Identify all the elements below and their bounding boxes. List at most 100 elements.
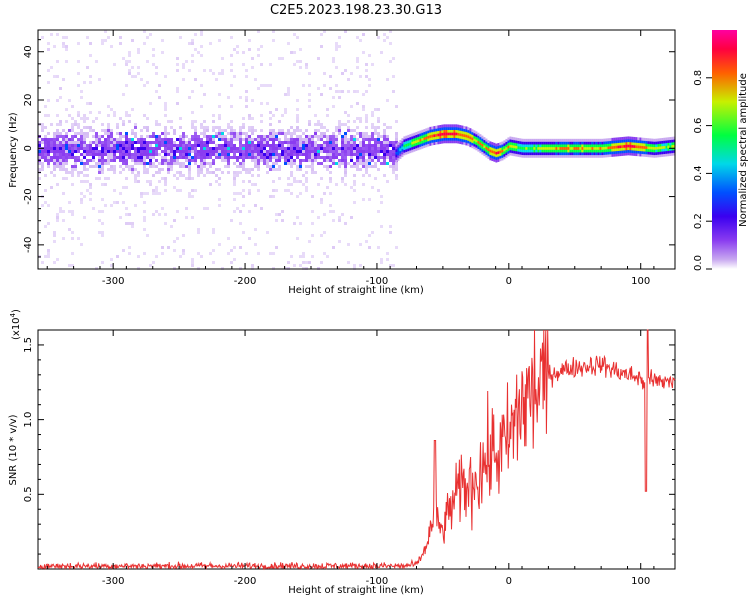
heatmap-cell (83, 81, 86, 84)
heatmap-cell (257, 159, 260, 162)
heatmap-cell (149, 150, 152, 153)
heatmap-cell (122, 120, 125, 123)
heatmap-cell (161, 150, 164, 153)
heatmap-cell (386, 141, 389, 144)
heatmap-cell (314, 159, 317, 162)
heatmap-cell (659, 148, 662, 152)
heatmap-cell (287, 90, 290, 93)
heatmap-cell (110, 147, 113, 150)
heatmap-cell (89, 147, 92, 150)
heatmap-cell (41, 165, 44, 168)
heatmap-cell (119, 132, 122, 135)
heatmap-cell (59, 156, 62, 159)
heatmap-cell (62, 237, 65, 240)
heatmap-cell (651, 146, 654, 150)
heatmap-cell (212, 147, 215, 150)
heatmap-cell (637, 137, 640, 141)
heatmap-cell (239, 153, 242, 156)
heatmap-cell (323, 156, 326, 159)
heatmap-cell (635, 153, 638, 157)
heatmap-cell (653, 138, 656, 142)
heatmap-cell (155, 66, 158, 69)
heatmap-cell (173, 132, 176, 135)
heatmap-cell (302, 255, 305, 258)
heatmap-cell (419, 133, 422, 137)
heatmap-cell (302, 150, 305, 153)
heatmap-cell (527, 144, 530, 148)
heatmap-cell (65, 147, 68, 150)
heatmap-cell (445, 140, 448, 144)
heatmap-cell (248, 180, 251, 183)
heatmap-cell (239, 150, 242, 153)
heatmap-cell (559, 149, 562, 153)
heatmap-cell (80, 198, 83, 201)
heatmap-cell (353, 165, 356, 168)
heatmap-cell (179, 150, 182, 153)
heatmap-cell (353, 162, 356, 165)
heatmap-cell (392, 171, 395, 174)
heatmap-cell (645, 138, 648, 142)
heatmap-cell (421, 143, 424, 147)
heatmap-cell (308, 156, 311, 159)
heatmap-cell (481, 151, 484, 155)
heatmap-cell (368, 138, 371, 141)
heatmap-cell (659, 138, 662, 142)
heatmap-cell (609, 138, 612, 142)
heatmap-cell (125, 153, 128, 156)
heatmap-cell (465, 126, 468, 130)
heatmap-cell (68, 138, 71, 141)
heatmap-cell (320, 132, 323, 135)
heatmap-cell (473, 146, 476, 150)
heatmap-cell (362, 156, 365, 159)
heatmap-cell (161, 51, 164, 54)
heatmap-cell (128, 120, 131, 123)
heatmap-cell (200, 30, 203, 33)
heatmap-cell (299, 60, 302, 63)
heatmap-cell (224, 147, 227, 150)
heatmap-cell (242, 180, 245, 183)
heatmap-cell (377, 210, 380, 213)
heatmap-cell (266, 102, 269, 105)
heatmap-cell (457, 135, 460, 139)
heatmap-cell (397, 155, 400, 159)
heatmap-cell (471, 137, 474, 141)
heatmap-cell (119, 165, 122, 168)
heatmap-cell (188, 156, 191, 159)
heatmap-cell (477, 135, 480, 139)
heatmap-cell (431, 129, 434, 133)
heatmap-cell (661, 143, 664, 147)
heatmap-cell (191, 264, 194, 267)
heatmap-cell (521, 146, 524, 150)
heatmap-cell (374, 150, 377, 153)
heatmap-cell (403, 147, 406, 151)
heatmap-cell (272, 150, 275, 153)
heatmap-cell (248, 168, 251, 171)
heatmap-cell (593, 146, 596, 150)
heatmap-cell (143, 171, 146, 174)
heatmap-cell (571, 141, 574, 145)
heatmap-cell (595, 144, 598, 148)
heatmap-cell (113, 153, 116, 156)
heatmap-cell (47, 252, 50, 255)
heatmap-cell (233, 129, 236, 132)
heatmap-cell (451, 140, 454, 144)
heatmap-cell (380, 141, 383, 144)
heatmap-cell (194, 33, 197, 36)
heatmap-cell (549, 149, 552, 153)
heatmap-cell (501, 157, 504, 161)
heatmap-cell (44, 159, 47, 162)
heatmap-cell (365, 150, 368, 153)
heatmap-cell (149, 180, 152, 183)
heatmap-cell (269, 132, 272, 135)
heatmap-cell (149, 102, 152, 105)
heatmap-cell (77, 123, 80, 126)
heatmap-cell (242, 168, 245, 171)
heatmap-cell (125, 213, 128, 216)
heatmap-cell (439, 135, 442, 139)
heatmap-cell (143, 252, 146, 255)
heatmap-cell (529, 141, 532, 145)
heatmap-cell (296, 156, 299, 159)
heatmap-cell (272, 39, 275, 42)
heatmap-cell (617, 150, 620, 154)
heatmap-cell (53, 135, 56, 138)
